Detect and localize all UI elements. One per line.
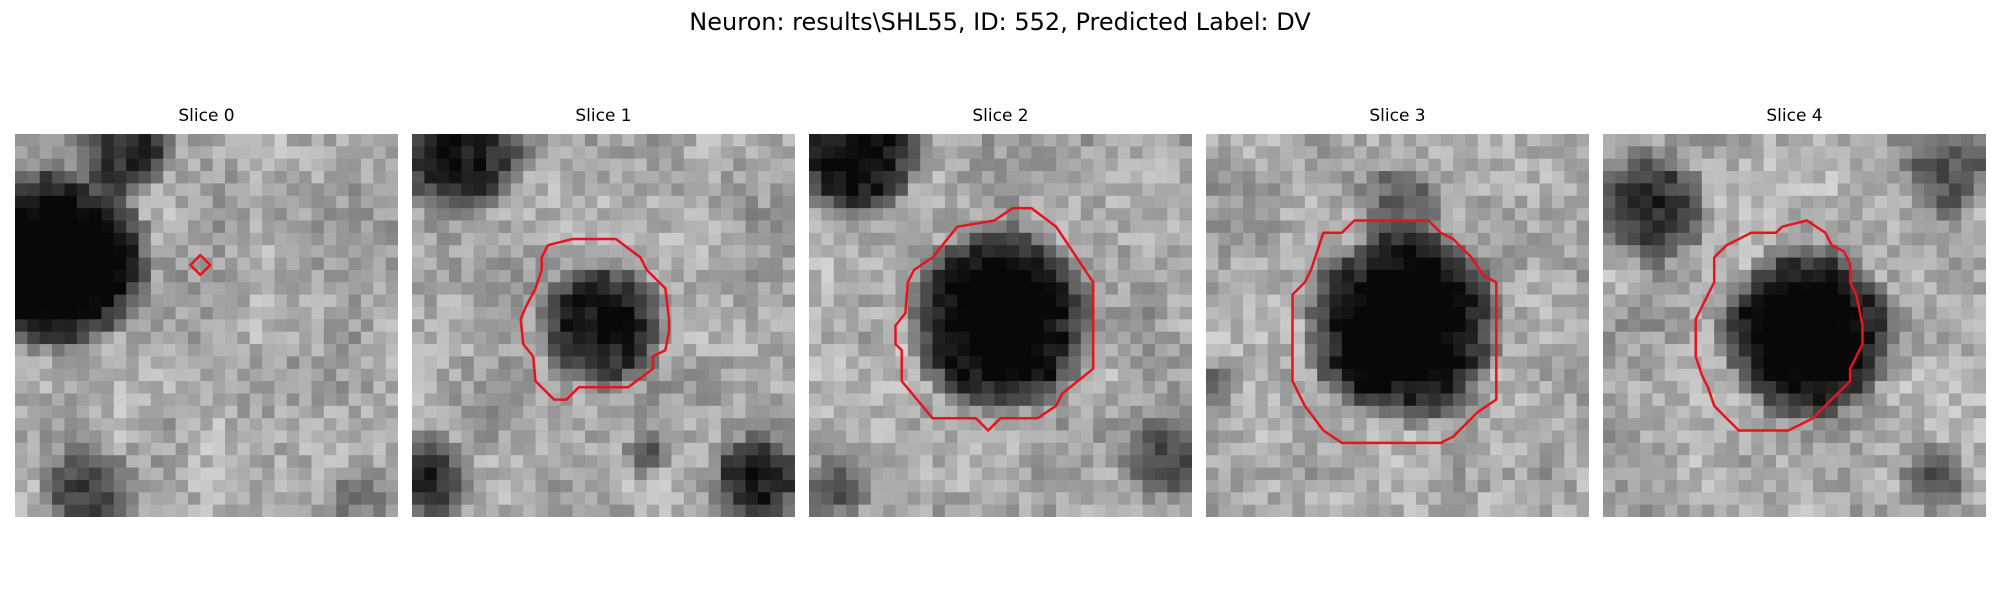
slice-image [1603,134,1986,517]
roi-contour [519,237,671,401]
slice-title: Slice 3 [1369,106,1426,126]
roi-contour [189,253,212,277]
slice-image [1206,134,1589,517]
slice-title: Slice 1 [575,106,632,126]
slice-title: Slice 2 [972,106,1029,126]
slice-pixels [1206,134,1589,517]
slice-image [809,134,1192,517]
slice-image [15,134,398,517]
slice-pixels [412,134,795,517]
slice-title: Slice 4 [1766,106,1823,126]
roi-contour [1291,219,1498,445]
roi-contour [894,206,1095,432]
roi-contour [1694,219,1864,432]
slice-pixels [1603,134,1986,517]
slice-pixels [809,134,1192,517]
figure-title: Neuron: results\SHL55, ID: 552, Predicte… [689,8,1311,36]
slice-image [412,134,795,517]
slice-title: Slice 0 [178,106,235,126]
slice-pixels [15,134,398,517]
